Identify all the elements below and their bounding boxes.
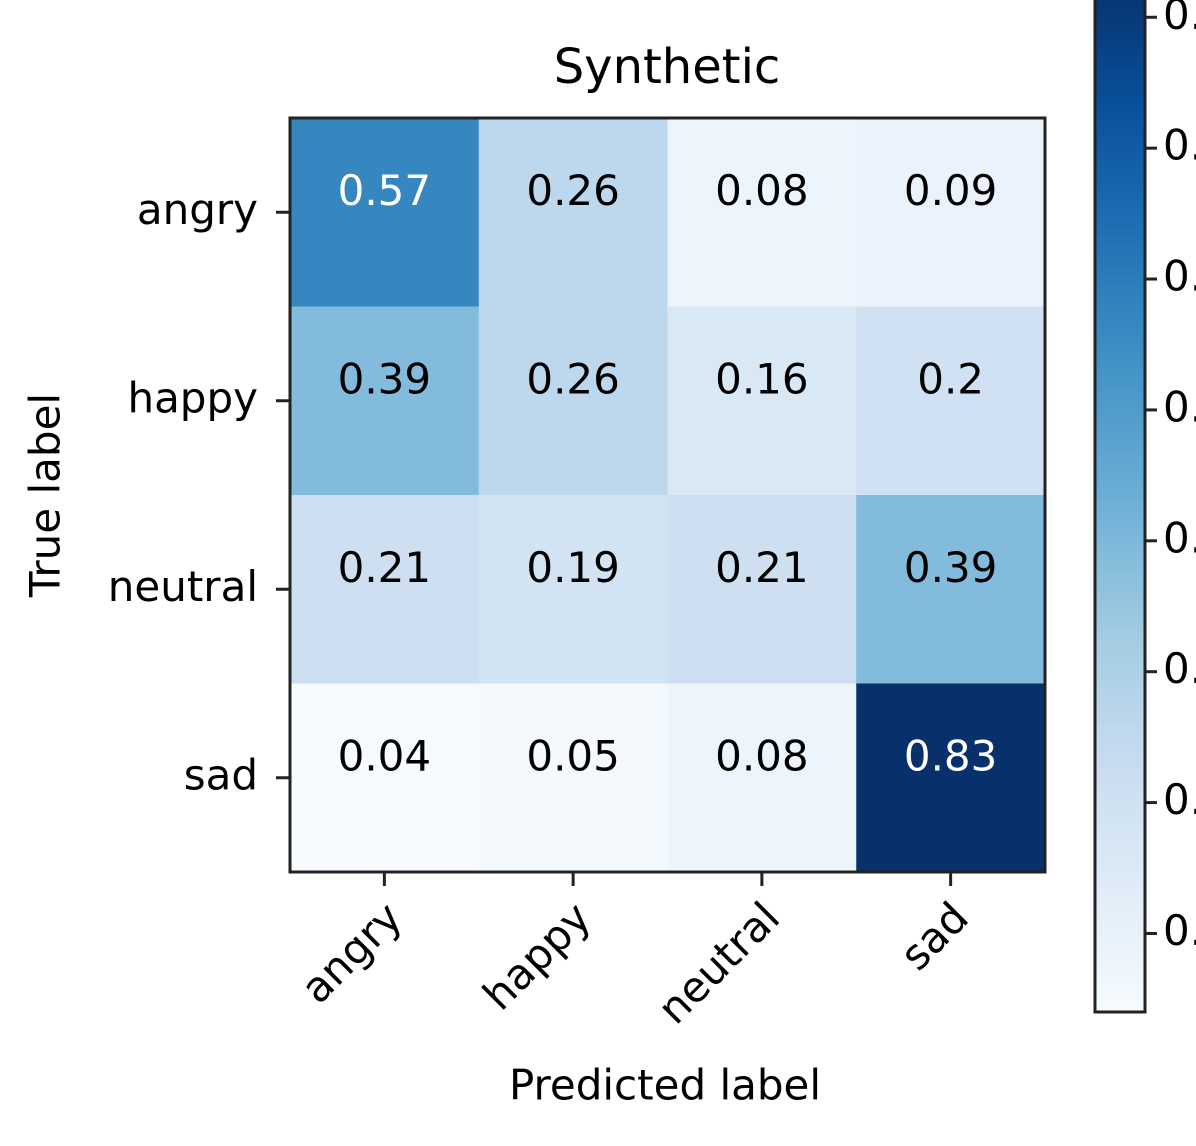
cell-label: 0.21 bbox=[715, 543, 809, 592]
y-tick-label: neutral bbox=[108, 562, 258, 611]
y-tick-label: angry bbox=[137, 185, 258, 234]
colorbar-tick-label: 0.6 bbox=[1163, 252, 1196, 301]
colorbar-tick-label: 0.3 bbox=[1163, 644, 1196, 693]
heatmap-cell bbox=[478, 118, 668, 307]
cell-label: 0.09 bbox=[904, 166, 998, 215]
cell-label: 0.08 bbox=[715, 166, 809, 215]
x-tick-label: angry bbox=[291, 893, 411, 1013]
cell-label: 0.26 bbox=[526, 354, 620, 403]
chart-title: Synthetic bbox=[554, 39, 781, 95]
colorbar-tick-label: 0.7 bbox=[1163, 121, 1196, 170]
heatmap-cell bbox=[290, 306, 480, 496]
colorbar-tick-label: 0.2 bbox=[1163, 775, 1196, 824]
cell-label: 0.08 bbox=[715, 731, 809, 780]
colorbar-tick-label: 0.1 bbox=[1163, 906, 1196, 955]
heatmap-cell bbox=[478, 495, 668, 684]
heatmap-cell bbox=[667, 495, 857, 684]
cell-label: 0.26 bbox=[526, 166, 620, 215]
y-axis-label: True label bbox=[21, 393, 70, 598]
heatmap-cell bbox=[290, 683, 480, 873]
cell-label: 0.04 bbox=[338, 731, 432, 780]
colorbar-tick-label: 0.4 bbox=[1163, 513, 1196, 562]
heatmap-cell bbox=[667, 683, 857, 873]
x-axis-label: Predicted label bbox=[509, 1061, 821, 1110]
colorbar-tick-label: 0.5 bbox=[1163, 382, 1196, 431]
cell-label: 0.05 bbox=[526, 731, 620, 780]
y-tick-label: sad bbox=[184, 750, 258, 799]
colorbar bbox=[1093, 0, 1147, 1014]
heatmap-cell bbox=[478, 306, 668, 496]
heatmap-cell bbox=[856, 683, 1046, 873]
heatmap-cell bbox=[856, 118, 1046, 307]
heatmap-cell bbox=[290, 118, 480, 307]
heatmap-cell bbox=[856, 495, 1046, 684]
heatmap-cell bbox=[667, 118, 857, 307]
cell-label: 0.16 bbox=[715, 354, 809, 403]
colorbar-tick-label: 0.8 bbox=[1163, 0, 1196, 39]
cell-label: 0.19 bbox=[526, 543, 620, 592]
x-tick-label: happy bbox=[473, 893, 600, 1020]
cell-label: 0.57 bbox=[338, 166, 432, 215]
heatmap-cell bbox=[667, 306, 857, 496]
heatmap-cell bbox=[856, 306, 1046, 496]
cell-label: 0.39 bbox=[338, 354, 432, 403]
cell-label: 0.83 bbox=[904, 731, 998, 780]
x-tick-label: sad bbox=[891, 893, 978, 980]
heatmap-cell bbox=[478, 683, 668, 873]
plot-frame bbox=[288, 116, 1047, 874]
cell-label: 0.39 bbox=[904, 543, 998, 592]
cell-label: 0.21 bbox=[338, 543, 432, 592]
heatmap-cell bbox=[290, 495, 480, 684]
y-tick-label: happy bbox=[127, 373, 258, 422]
cell-label: 0.2 bbox=[917, 354, 984, 403]
x-tick-label: neutral bbox=[648, 893, 789, 1034]
